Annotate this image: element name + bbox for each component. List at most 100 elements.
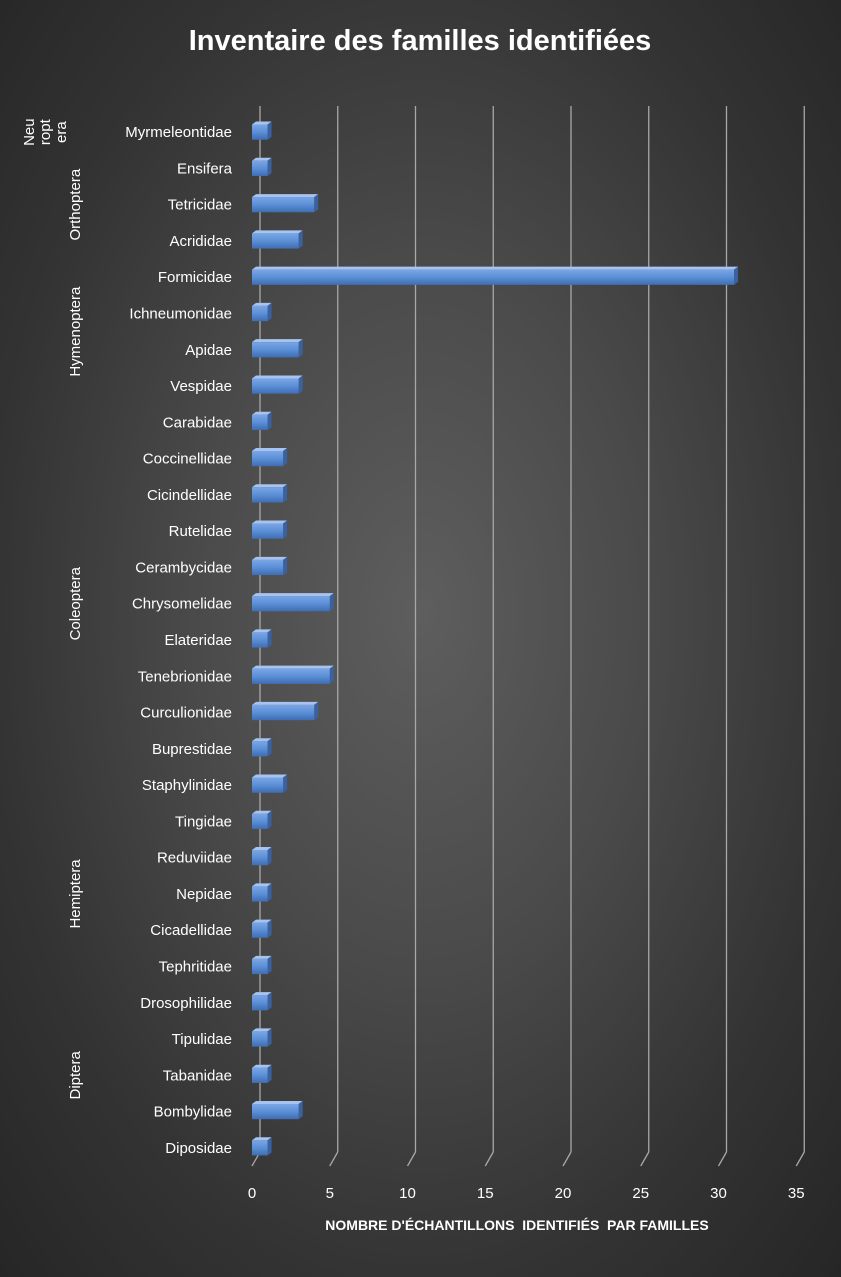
- bar: [252, 487, 284, 503]
- bar-top: [252, 1064, 272, 1068]
- bar: [252, 668, 330, 684]
- category-label: Bombylidae: [154, 1104, 232, 1121]
- bar: [252, 451, 284, 467]
- bar-top: [252, 266, 739, 270]
- category-label: Formicidae: [158, 269, 232, 286]
- bar: [252, 124, 268, 140]
- category-label: Tabanidae: [163, 1067, 232, 1084]
- bar-top: [252, 919, 272, 923]
- gridline-foot: [717, 1151, 728, 1167]
- bar-top: [252, 121, 272, 125]
- x-tick-label: 30: [710, 1185, 727, 1202]
- group-label: era: [53, 121, 70, 143]
- bar-side: [283, 774, 288, 793]
- bar-top: [252, 484, 288, 488]
- x-tick-label: 15: [477, 1185, 494, 1202]
- bar: [252, 305, 268, 322]
- gridline-foot: [484, 1151, 494, 1167]
- bar-side: [267, 157, 272, 177]
- bar: [252, 596, 330, 612]
- bar-side: [298, 230, 303, 249]
- bar: [252, 1140, 268, 1156]
- gridline-foot: [562, 1151, 572, 1167]
- category-label: Cerambycidae: [135, 559, 232, 576]
- bar: [252, 886, 268, 902]
- bar-side: [267, 919, 272, 938]
- bar-side: [283, 556, 288, 576]
- bar-side: [314, 194, 319, 213]
- group-label: Neu: [21, 118, 38, 146]
- x-tick-label: 10: [399, 1185, 416, 1202]
- bar-top: [252, 448, 288, 452]
- category-label: Coccinellidae: [143, 451, 232, 468]
- category-label: Staphylinidae: [142, 777, 232, 794]
- gridline-foot: [406, 1151, 417, 1167]
- bar-top: [252, 1100, 303, 1104]
- category-label: Vespidae: [170, 378, 232, 395]
- bar: [252, 378, 299, 394]
- bar: [252, 197, 315, 213]
- x-tick-label: 35: [788, 1185, 805, 1202]
- category-label: Carabidae: [163, 414, 232, 431]
- bar-side: [267, 302, 272, 322]
- bars: [252, 121, 739, 1156]
- bar-side: [267, 992, 272, 1011]
- category-label: Cicindellidae: [147, 487, 232, 504]
- bar-top: [252, 520, 288, 524]
- bar-side: [314, 701, 319, 721]
- bar-top: [252, 665, 334, 669]
- category-label: Ichneumonidae: [129, 306, 232, 323]
- bar: [252, 559, 284, 576]
- category-label: Tingidae: [175, 813, 232, 830]
- category-label: Tetricidae: [168, 197, 232, 214]
- bar-top: [252, 411, 272, 415]
- gridline-foot: [329, 1151, 339, 1167]
- group-label: Hymenoptera: [67, 286, 84, 377]
- bar-top: [252, 1137, 272, 1141]
- bar-top: [252, 593, 334, 597]
- bar-side: [267, 847, 272, 866]
- category-label: Diposidae: [165, 1140, 232, 1157]
- bar: [252, 233, 299, 249]
- bar-top: [252, 157, 272, 161]
- bar-side: [329, 665, 334, 684]
- x-tick-label: 25: [632, 1185, 649, 1202]
- category-label: Elateridae: [164, 632, 232, 649]
- category-label: Tephritidae: [159, 958, 232, 975]
- group-label: Hemiptera: [67, 859, 84, 929]
- bar-top: [252, 375, 303, 379]
- category-label: Cicadellidae: [150, 922, 232, 939]
- bar-top: [252, 701, 319, 705]
- category-label: Myrmeleontidae: [125, 124, 232, 141]
- x-axis-title: NOMBRE D'ÉCHANTILLONS IDENTIFIÉS PAR FAM…: [325, 1217, 708, 1233]
- bar-top: [252, 302, 272, 306]
- bar: [252, 1067, 268, 1083]
- bar: [252, 995, 268, 1011]
- bar-top: [252, 629, 272, 633]
- bar-side: [298, 339, 303, 358]
- bar: [252, 523, 284, 539]
- bar: [252, 741, 268, 757]
- bar: [252, 704, 315, 721]
- bar: [252, 342, 299, 358]
- bar: [252, 813, 268, 829]
- chart-title: Inventaire des familles identifiées: [189, 25, 652, 57]
- bar: [252, 850, 268, 866]
- bar-top: [252, 738, 272, 742]
- bar-side: [267, 1064, 272, 1083]
- bar-top: [252, 774, 288, 778]
- category-label: Apidae: [185, 342, 232, 359]
- gridlines: [251, 106, 805, 1167]
- gridline-foot: [795, 1151, 805, 1167]
- bar-side: [298, 375, 303, 394]
- x-tick-label: 20: [555, 1185, 572, 1202]
- x-tick-label: 5: [326, 1185, 334, 1202]
- bar: [252, 269, 735, 285]
- bar-side: [267, 121, 272, 140]
- category-label: Reduviidae: [157, 850, 232, 867]
- bar-top: [252, 1028, 272, 1032]
- bar-side: [283, 484, 288, 503]
- bar: [252, 414, 268, 430]
- category-label: Rutelidae: [169, 523, 232, 540]
